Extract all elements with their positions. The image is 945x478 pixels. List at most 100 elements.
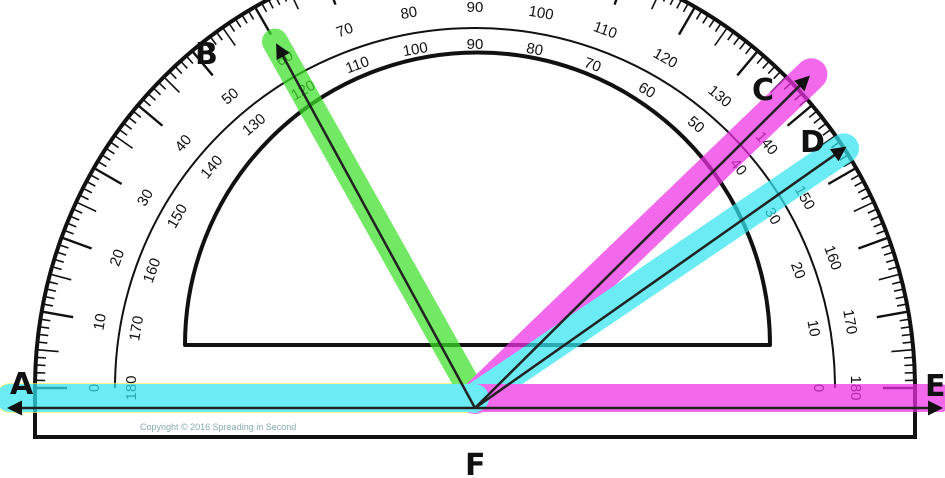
scale-number: 80	[399, 3, 418, 23]
tick-mark	[35, 364, 46, 367]
tick-mark	[883, 251, 894, 256]
tick-mark	[114, 134, 134, 149]
tick-mark	[876, 310, 909, 319]
tick-mark	[163, 76, 180, 93]
tick-mark	[63, 229, 74, 235]
scale-number: 70	[334, 20, 355, 42]
tick-mark	[215, 31, 223, 41]
tick-mark	[736, 50, 759, 77]
tick-mark	[47, 280, 58, 285]
tick-mark	[209, 36, 217, 46]
tick-mark	[885, 258, 897, 264]
point-label-a: A	[10, 367, 34, 402]
tick-mark	[127, 116, 137, 124]
tick-mark	[101, 154, 111, 161]
scale-number: 60	[635, 79, 658, 102]
tick-mark	[867, 208, 878, 214]
tick-mark	[854, 180, 864, 187]
highlight-fd	[460, 133, 860, 413]
tick-mark	[260, 2, 268, 13]
tick-mark	[739, 40, 747, 50]
tick-mark	[767, 65, 776, 75]
tick-mark	[900, 325, 911, 329]
tick-mark	[876, 229, 887, 235]
tick-mark	[97, 160, 107, 168]
tick-mark	[714, 22, 722, 32]
tick-mark	[708, 18, 716, 28]
tick-mark	[39, 325, 50, 329]
tick-mark	[61, 236, 93, 250]
tick-mark	[228, 22, 236, 32]
tick-mark	[42, 303, 54, 307]
point-label-b: B	[195, 37, 218, 72]
tick-mark	[695, 10, 703, 20]
tick-mark	[276, 0, 281, 6]
tick-mark	[744, 45, 753, 55]
tick-mark	[822, 128, 832, 136]
scale-number: 10	[90, 312, 110, 331]
tick-mark	[893, 288, 904, 293]
tick-mark	[902, 341, 913, 344]
tick-mark	[808, 110, 818, 119]
scale-number: 10	[803, 319, 823, 338]
tick-mark	[881, 243, 892, 249]
tick-mark	[132, 110, 142, 119]
rays	[6, 43, 943, 416]
scale-number: 170	[126, 315, 147, 343]
tick-mark	[93, 166, 123, 186]
tick-mark	[253, 6, 273, 36]
tick-mark	[46, 288, 57, 293]
tick-mark	[901, 333, 912, 337]
scale-number: 90	[467, 0, 484, 16]
tick-mark	[179, 60, 188, 69]
tick-mark	[904, 364, 915, 367]
tick-mark	[75, 201, 97, 213]
scale-number: 100	[527, 3, 555, 24]
point-label-f: F	[465, 448, 486, 478]
tick-mark	[37, 341, 48, 344]
tick-mark	[40, 318, 51, 322]
tick-mark	[896, 303, 908, 307]
tick-mark	[714, 27, 729, 47]
tick-mark	[69, 215, 80, 221]
tick-mark	[676, 0, 683, 9]
tick-mark	[773, 70, 782, 80]
tick-mark	[191, 50, 214, 77]
tick-mark	[41, 310, 74, 319]
tick-mark	[762, 60, 771, 69]
tick-mark	[174, 65, 183, 75]
tick-mark	[56, 251, 67, 256]
tick-mark	[813, 116, 823, 124]
tick-mark	[51, 265, 62, 271]
ray-fb	[276, 43, 477, 409]
scale-number: 20	[107, 247, 129, 268]
tick-mark	[756, 55, 765, 64]
tick-mark	[899, 318, 910, 322]
tick-mark	[72, 208, 83, 214]
scale-number: 100	[402, 39, 430, 60]
ray-fd	[474, 146, 847, 410]
tick-mark	[36, 356, 47, 359]
point-label-d: D	[800, 125, 825, 160]
tick-mark	[36, 348, 59, 353]
tick-mark	[185, 55, 194, 64]
degree-ticks	[35, 0, 915, 390]
tick-mark	[727, 31, 735, 41]
tick-mark	[53, 258, 65, 264]
tick-mark	[878, 273, 901, 281]
tick-mark	[79, 194, 89, 201]
tick-mark	[86, 180, 96, 187]
scale-number: 80	[525, 40, 544, 60]
point-label-c: C	[752, 73, 774, 108]
tick-mark	[203, 40, 211, 50]
tick-mark	[853, 201, 875, 213]
scale-number: 70	[582, 54, 603, 76]
tick-mark	[123, 122, 133, 130]
tick-mark	[733, 36, 741, 46]
tick-mark	[293, 0, 300, 10]
tick-mark	[816, 134, 836, 149]
tick-mark	[662, 0, 666, 2]
tick-mark	[827, 166, 857, 186]
tick-mark	[267, 0, 274, 9]
tick-mark	[702, 14, 709, 24]
